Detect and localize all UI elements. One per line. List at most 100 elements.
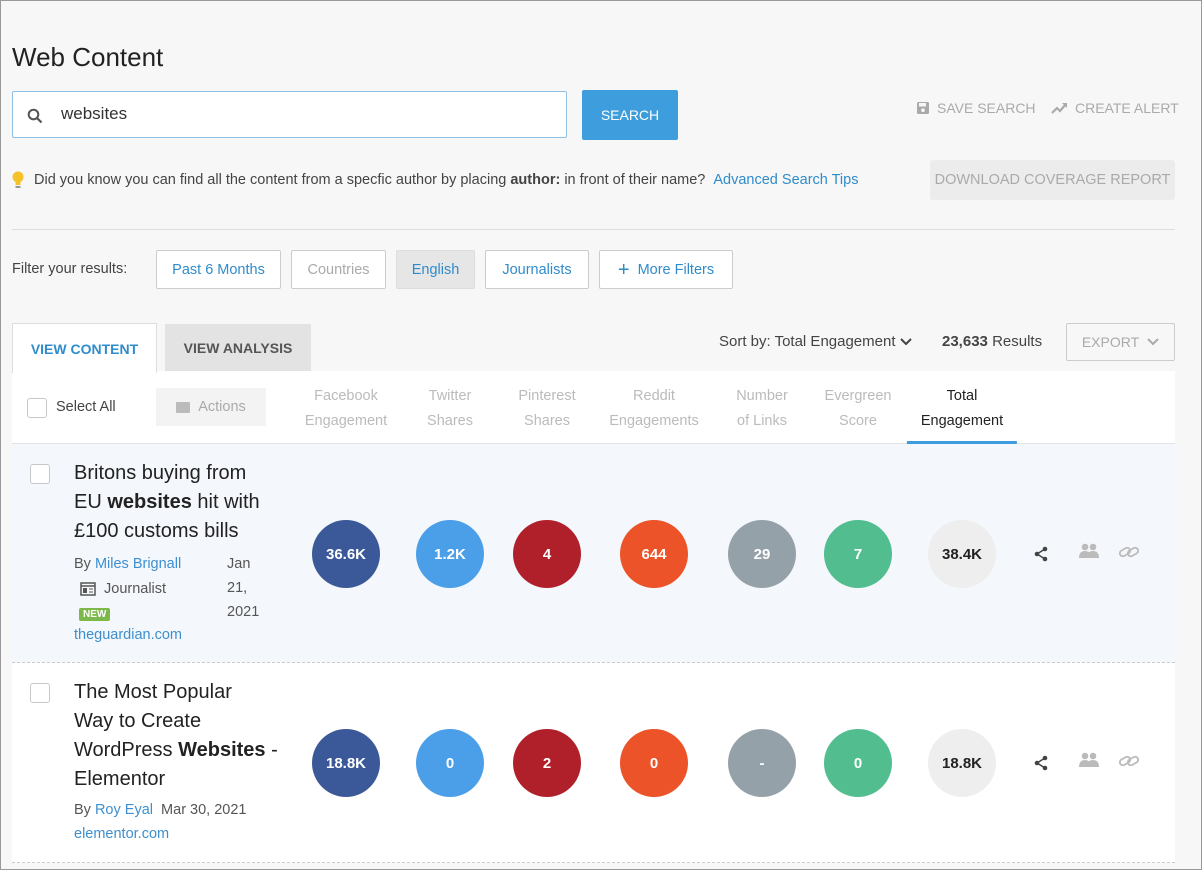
tip-pre: Did you know you can find all the conten… [34, 172, 511, 188]
search-button[interactable]: SEARCH [582, 90, 678, 140]
people-icon[interactable] [1078, 543, 1100, 559]
column-reddit-engagements[interactable]: Reddit Engagements [609, 384, 698, 434]
download-coverage-report-button[interactable]: DOWNLOAD COVERAGE REPORT [930, 160, 1175, 200]
col-line: Facebook [314, 388, 378, 404]
col-line: Score [839, 413, 877, 429]
author-link[interactable]: Miles Brignall [94, 556, 182, 572]
title-line: WordPress Websites - [74, 736, 278, 765]
actions-button[interactable]: Actions [156, 388, 266, 426]
title-line: Elementor [74, 768, 166, 790]
export-label: EXPORT [1081, 334, 1140, 350]
col-line: Engagement [304, 413, 388, 429]
results-count: 23,633 Results [942, 333, 1042, 350]
table-header: Select All Actions Facebook Engagement Tw… [12, 371, 1175, 444]
newspaper-icon [80, 582, 96, 596]
title-text: - [265, 739, 278, 761]
sort-dropdown[interactable]: Sort by: Total Engagement [719, 333, 912, 350]
column-twitter-shares[interactable]: Twitter Shares [427, 384, 473, 434]
save-search-label: SAVE SEARCH [937, 100, 1036, 116]
tab-view-content[interactable]: VIEW CONTENT [12, 323, 157, 373]
results-number: 23,633 [942, 333, 988, 350]
column-number-of-links[interactable]: Number of Links [736, 384, 788, 434]
evergreen-score-value: 0 [824, 729, 892, 797]
create-alert-label: CREATE ALERT [1075, 100, 1179, 116]
col-line: Pinterest [518, 388, 576, 404]
column-evergreen-score[interactable]: Evergreen Score [825, 384, 892, 434]
more-filters-button[interactable]: + More Filters [599, 250, 733, 289]
pinterest-shares-value: 4 [513, 520, 581, 588]
advanced-search-tips-link[interactable]: Advanced Search Tips [713, 172, 859, 188]
title-line: £100 customs bills [74, 520, 239, 542]
col-line: Number [736, 388, 788, 404]
date: Mar 30, 2021 [161, 802, 247, 818]
table-row: The Most Popular Way to Create WordPress… [12, 663, 1175, 863]
number-of-links-value: 29 [728, 520, 796, 588]
row-checkbox[interactable] [30, 464, 50, 484]
plus-icon: + [617, 258, 630, 281]
facebook-engagement-value: 36.6K [312, 520, 380, 588]
col-line: Engagement [920, 413, 1004, 429]
title-text: EU [74, 491, 108, 513]
article-title[interactable]: Britons buying from EU websites hit with… [74, 459, 260, 546]
search-icon [27, 108, 43, 124]
col-line: Shares [524, 413, 570, 429]
column-facebook-engagement[interactable]: Facebook Engagement [305, 384, 387, 434]
title-line: Way to Create [74, 710, 202, 732]
article-title[interactable]: The Most Popular Way to Create WordPress… [74, 678, 278, 794]
select-all-label: Select All [56, 399, 116, 415]
save-icon [917, 102, 929, 114]
new-badge: NEW [79, 608, 111, 621]
author-link[interactable]: Roy Eyal [94, 802, 153, 818]
filter-past-6-months[interactable]: Past 6 Months [156, 250, 281, 289]
lightbulb-icon [12, 171, 24, 188]
facebook-engagement-value: 18.8K [312, 729, 380, 797]
filter-journalists[interactable]: Journalists [485, 250, 589, 289]
column-pinterest-shares[interactable]: Pinterest Shares [518, 384, 575, 434]
domain-link[interactable]: elementor.com [74, 826, 170, 842]
share-icon[interactable] [1034, 546, 1048, 562]
total-engagement-value: 38.4K [928, 520, 996, 588]
author-role: Journalist [104, 581, 167, 597]
title-line: EU websites hit with [74, 488, 260, 517]
title-line: Britons buying from [74, 462, 247, 484]
link-icon[interactable] [1118, 544, 1140, 560]
table-row: Britons buying from EU websites hit with… [12, 444, 1175, 663]
more-filters-label: More Filters [637, 261, 715, 278]
filter-english[interactable]: English [396, 250, 475, 289]
total-engagement-value: 18.8K [928, 729, 996, 797]
search-input[interactable] [61, 104, 541, 124]
chevron-down-icon [899, 338, 912, 346]
tip-post: in front of their name? [560, 172, 706, 188]
column-total-engagement[interactable]: Total Engagement [906, 384, 1018, 444]
results-label: Results [992, 333, 1043, 350]
actions-label: Actions [198, 399, 246, 415]
filter-countries[interactable]: Countries [291, 250, 386, 289]
title-keyword: websites [107, 491, 192, 513]
row-checkbox[interactable] [30, 683, 50, 703]
col-line: Twitter [428, 388, 472, 404]
export-button[interactable]: EXPORT [1066, 323, 1175, 361]
col-line: Reddit [633, 388, 675, 404]
sort-label: Sort by: Total Engagement [719, 333, 896, 350]
date-line: 21, [227, 580, 248, 596]
number-of-links-value: - [728, 729, 796, 797]
twitter-shares-value: 0 [416, 729, 484, 797]
title-keyword: Websites [178, 739, 266, 761]
tab-view-analysis[interactable]: VIEW ANALYSIS [165, 324, 311, 371]
by-label: By [74, 556, 91, 572]
share-icon[interactable] [1034, 755, 1048, 771]
save-search-button[interactable]: SAVE SEARCH [916, 100, 1036, 116]
col-line: Shares [427, 413, 473, 429]
select-all-checkbox[interactable] [27, 398, 47, 418]
title-text: WordPress [74, 739, 179, 761]
link-icon[interactable] [1118, 753, 1140, 769]
domain-link[interactable]: theguardian.com [74, 627, 183, 643]
search-box[interactable] [12, 91, 567, 138]
create-alert-button[interactable]: CREATE ALERT [1051, 100, 1179, 116]
col-line: Engagements [609, 413, 699, 429]
date-line: Jan [227, 556, 251, 572]
filter-label: Filter your results: [12, 261, 128, 277]
col-line: Total [946, 388, 978, 404]
page-title: Web Content [12, 42, 164, 72]
people-icon[interactable] [1078, 752, 1100, 768]
